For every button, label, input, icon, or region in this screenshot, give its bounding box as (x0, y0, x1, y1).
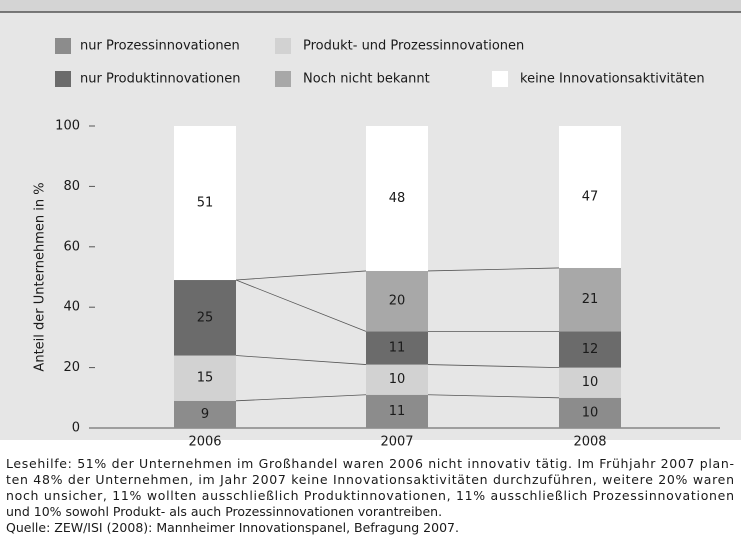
y-tick-label: 40 (63, 300, 80, 315)
legend-swatch (492, 71, 508, 87)
legend-label: nur Produktinnovationen (80, 72, 241, 87)
y-tick-label: 100 (55, 119, 80, 134)
connector-line (427, 364, 560, 368)
bar-segment (366, 364, 428, 395)
bar-segment (174, 126, 236, 281)
bar-segment (366, 331, 428, 365)
legend-swatch (275, 38, 291, 54)
legend-swatch (55, 71, 71, 87)
top-strip (0, 0, 741, 12)
connector-line (235, 355, 367, 365)
value-label: 48 (389, 191, 406, 206)
value-label: 9 (201, 407, 209, 422)
footnote-line: noch unsicher, 11% wollten ausschließlic… (6, 488, 734, 503)
bar-segment (559, 367, 621, 398)
bar-segment (174, 280, 236, 356)
value-label: 12 (582, 342, 599, 357)
bar-segment (174, 355, 236, 401)
y-tick-label: 0 (72, 421, 80, 436)
footnote-line: Lesehilfe: 51% der Unternehmen im Großha… (6, 456, 734, 471)
value-label: 10 (389, 372, 406, 387)
bar-segment (366, 394, 428, 428)
legend-label: Noch nicht bekannt (303, 72, 430, 87)
value-label: 11 (389, 404, 406, 419)
value-label: 47 (582, 189, 599, 204)
y-tick-label: 20 (63, 360, 80, 375)
footnote-line: Quelle: ZEW/ISI (2008): Mannheimer Innov… (6, 520, 459, 535)
bar-segment (559, 126, 621, 268)
footnote-line: und 10% sowohl Produkt- als auch Prozess… (6, 504, 442, 519)
bar-segment (174, 400, 236, 428)
connector-line (427, 267, 560, 272)
legend-label: keine Innovationsaktivitäten (520, 72, 705, 87)
bar-segment (559, 331, 621, 368)
bar-segment (559, 397, 621, 428)
x-tick-label: 2007 (380, 435, 413, 450)
footnote-line: ten 48% der Unternehmen, im Jahr 2007 ke… (6, 472, 734, 487)
connector-line (235, 279, 367, 332)
legend-label: nur Prozessinnovationen (80, 39, 240, 54)
bar-segment (559, 267, 621, 332)
value-label: 51 (197, 196, 214, 211)
bar-segment (366, 270, 428, 332)
legend-swatch (55, 38, 71, 54)
connector-line (235, 394, 367, 402)
x-tick-label: 2006 (188, 435, 221, 450)
value-label: 21 (582, 292, 599, 307)
y-tick-label: 80 (63, 179, 80, 194)
value-label: 10 (582, 405, 599, 420)
bar-segment (366, 126, 428, 271)
connector-line (235, 270, 367, 281)
legend-swatch (275, 71, 291, 87)
connector-line (427, 394, 560, 399)
value-label: 25 (197, 310, 214, 325)
y-axis-label: Anteil der Unternehmen in % (33, 182, 48, 371)
value-label: 15 (197, 371, 214, 386)
value-label: 11 (389, 340, 406, 355)
legend-label: Produkt- und Prozessinnovationen (303, 39, 524, 54)
y-tick-label: 60 (63, 239, 80, 254)
value-label: 10 (582, 375, 599, 390)
x-tick-label: 2008 (573, 435, 606, 450)
value-label: 20 (389, 294, 406, 309)
